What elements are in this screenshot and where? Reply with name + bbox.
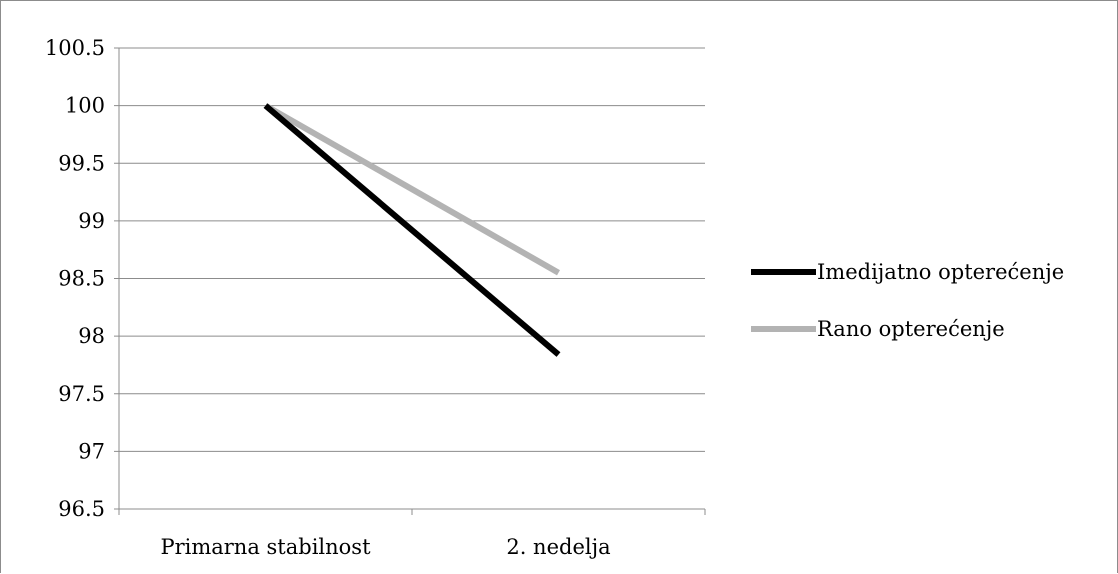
legend: Imedijatno opterećenje Rano opterećenje: [751, 260, 1064, 341]
legend-label: Rano opterećenje: [817, 317, 1005, 341]
x-tick-labels: Primarna stabilnost 2. nedelja: [160, 535, 610, 559]
y-tick-label: 97: [78, 439, 105, 463]
y-tick-label: 99.5: [58, 151, 105, 175]
series-line: [266, 106, 559, 273]
y-tick-label: 97.5: [58, 382, 105, 406]
y-tick-label: 96.5: [58, 497, 105, 521]
gridlines: [119, 48, 705, 451]
y-tick-label: 99: [78, 209, 105, 233]
x-tick-label: 2. nedelja: [506, 535, 610, 559]
series-lines: [265, 106, 558, 355]
y-tick-label: 98: [78, 324, 105, 348]
series-line: [266, 106, 559, 355]
legend-label: Imedijatno opterećenje: [817, 260, 1064, 284]
y-tick-label: 98.5: [58, 267, 105, 291]
y-tick-label: 100.5: [45, 36, 105, 60]
y-tick-label: 100: [65, 94, 105, 118]
x-tick-label: Primarna stabilnost: [160, 535, 371, 559]
y-tick-labels: 96.5 97 97.5 98 98.5 99 99.5 100 100.5: [45, 36, 105, 521]
axes: [114, 48, 705, 515]
